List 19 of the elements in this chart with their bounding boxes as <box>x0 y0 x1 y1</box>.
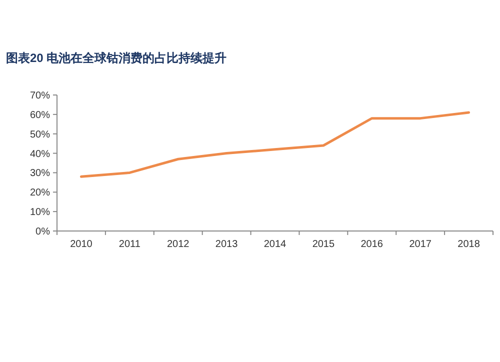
x-tick-label: 2013 <box>215 239 238 250</box>
y-tick-label: 20% <box>30 188 50 199</box>
y-tick-label: 70% <box>30 90 50 102</box>
x-tick-label: 2017 <box>409 239 432 250</box>
y-tick-label: 60% <box>30 110 50 121</box>
y-tick-label: 0% <box>36 226 50 238</box>
x-tick-label: 2015 <box>312 239 336 250</box>
line-series <box>80 111 470 178</box>
x-tick-label: 2010 <box>70 239 93 250</box>
x-tick-label: 2016 <box>360 239 384 250</box>
y-tick-label: 50% <box>30 129 50 140</box>
chart-title: 图表20 电池在全球钴消费的占比持续提升 <box>6 51 227 65</box>
x-tick-label: 2018 <box>458 239 480 250</box>
y-tick-label: 10% <box>30 207 50 218</box>
x-tick-label: 2011 <box>118 239 141 250</box>
x-tick-label: 2014 <box>264 239 287 250</box>
y-tick-label: 40% <box>30 148 50 160</box>
x-tick-label: 2012 <box>166 239 190 250</box>
y-tick-label: 30% <box>30 168 50 180</box>
